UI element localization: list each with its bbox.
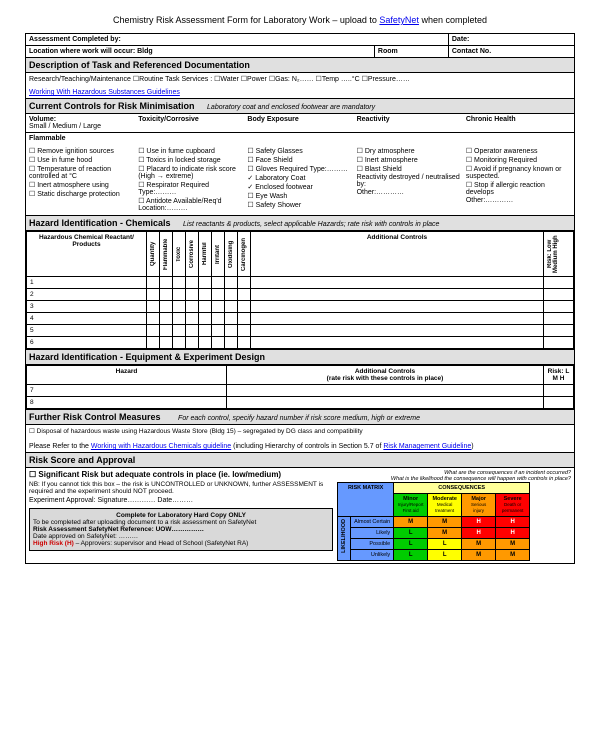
control-item[interactable]: ☐ Safety Shower — [247, 201, 352, 209]
guidelines-link[interactable]: Working With Hazardous Substances Guidel… — [29, 89, 180, 96]
control-item[interactable]: ☐ Use in fume cupboard — [138, 147, 243, 155]
control-item[interactable]: ☐ Gloves Required Type:……… — [247, 165, 352, 173]
control-item[interactable]: ☐ Avoid if pregnancy known or suspected. — [466, 165, 571, 180]
control-item[interactable]: ☐ Eye Wash — [247, 192, 352, 200]
control-item[interactable]: ☐ Monitoring Required — [466, 156, 571, 164]
section-controls: Current Controls for Risk Minimisation L… — [26, 99, 575, 114]
control-item[interactable]: ✓ Laboratory Coat — [247, 174, 352, 182]
description-body: Research/Teaching/Maintenance ☐Routine T… — [26, 73, 575, 99]
chem-guideline-link[interactable]: Working with Hazardous Chemicals guideli… — [91, 443, 231, 450]
section-approval: Risk Score and Approval — [26, 453, 575, 468]
control-item[interactable]: ☐ Inert atmosphere using — [29, 181, 134, 189]
section-further: Further Risk Control Measures For each c… — [26, 410, 575, 425]
control-item[interactable]: ☐ Face Shield — [247, 156, 352, 164]
control-item[interactable]: ☐ Toxics in locked storage — [138, 156, 243, 164]
control-item[interactable]: ☐ Dry atmosphere — [357, 147, 462, 155]
contact-field[interactable]: Contact No. — [448, 46, 574, 58]
control-item[interactable]: Reactivity destroyed / neutralised by: — [357, 174, 462, 188]
control-item[interactable]: ☐ Safety Glasses — [247, 147, 352, 155]
control-item[interactable]: ☐ Operator awareness — [466, 147, 571, 155]
control-item[interactable]: ☐ Stop if allergic reaction develops — [466, 181, 571, 196]
control-item[interactable]: ☐ Temperature of reaction controlled at … — [29, 165, 134, 180]
control-item[interactable]: ☐ Remove ignition sources — [29, 147, 134, 155]
location-field[interactable]: Location where work will occur: Bldg — [26, 46, 375, 58]
risk-mgmt-link[interactable]: Risk Management Guideline — [383, 443, 471, 450]
control-item[interactable]: ☐ Blast Shield — [357, 165, 462, 173]
safetynet-link[interactable]: SafetyNet — [379, 15, 419, 25]
risk-matrix: RISK MATRIXCONSEQUENCESMinorInjury/Repor… — [337, 482, 530, 561]
control-item[interactable]: ☐ Inert atmosphere — [357, 156, 462, 164]
section-hazard-chem: Hazard Identification - Chemicals List r… — [26, 216, 575, 231]
control-item[interactable]: ☐ Placard to indicate risk score (High →… — [138, 165, 243, 180]
form-table: Assessment Completed by: Date: Location … — [25, 33, 575, 564]
section-description: Description of Task and Referenced Docum… — [26, 58, 575, 73]
control-item[interactable]: ☐ Antidote Available/Req'd Location:……… — [138, 197, 243, 212]
room-field[interactable]: Room — [374, 46, 448, 58]
control-item[interactable]: ✓ Enclosed footwear — [247, 183, 352, 191]
completed-by-field[interactable]: Assessment Completed by: — [26, 34, 449, 46]
control-item[interactable]: Other:………… — [466, 197, 571, 204]
control-item[interactable]: Other:………… — [357, 189, 462, 196]
date-field[interactable]: Date: — [448, 34, 574, 46]
controls-body: Volume:Small / Medium / Large Toxicity/C… — [26, 114, 575, 216]
control-item[interactable]: ☐ Respirator Required Type:……… — [138, 181, 243, 196]
section-hazard-equip: Hazard Identification - Equipment & Expe… — [26, 350, 575, 365]
further-body: ☐ Disposal of hazardous waste using Haza… — [26, 425, 575, 453]
page-title: Chemistry Risk Assessment Form for Labor… — [25, 15, 575, 25]
hazard-chem-table: Hazardous Chemical Reactant/ ProductsQua… — [26, 231, 575, 350]
hazard-equip-table: HazardAdditional Controls (rate risk wit… — [26, 365, 575, 410]
control-item[interactable]: ☐ Static discharge protection — [29, 190, 134, 198]
approval-body: ☐ Significant Risk but adequate controls… — [26, 468, 575, 564]
hardcopy-box: Complete for Laboratory Hard Copy ONLY T… — [29, 508, 333, 551]
control-item[interactable]: ☐ Use in fume hood — [29, 156, 134, 164]
